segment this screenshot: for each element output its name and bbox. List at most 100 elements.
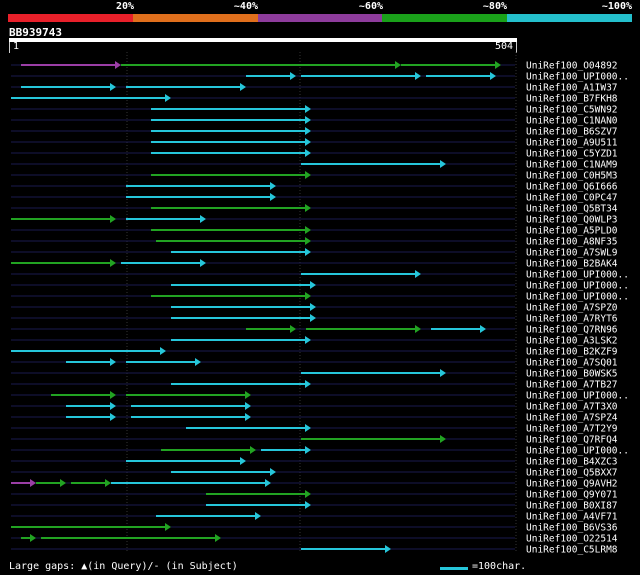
hit-row[interactable]: UniRef100_B7FKH8 — [11, 94, 618, 105]
hit-row[interactable]: UniRef100_A7TB27 — [11, 380, 618, 391]
hit-label[interactable]: UniRef100_UPI000.. — [526, 446, 629, 457]
hit-label[interactable]: UniRef100_B0XI87 — [526, 501, 618, 512]
hit-arrow — [30, 534, 36, 542]
hit-row[interactable]: UniRef100_B2KZF9 — [11, 347, 618, 358]
hit-arrow — [30, 479, 36, 487]
hit-label[interactable]: UniRef100_A8NF35 — [526, 237, 618, 248]
hit-label[interactable]: UniRef100_B7FKH8 — [526, 94, 618, 105]
hit-label[interactable]: UniRef100_A1IW37 — [526, 83, 618, 94]
hit-row[interactable]: UniRef100_C5LRM8 — [11, 545, 618, 556]
hit-label[interactable]: UniRef100_Q0WLP3 — [526, 215, 618, 226]
hit-label[interactable]: UniRef100_UPI000.. — [526, 270, 629, 281]
hit-label[interactable]: UniRef100_A7SPZ0 — [526, 303, 618, 314]
hit-label[interactable]: UniRef100_Q7RFQ4 — [526, 435, 618, 446]
hit-row[interactable]: UniRef100_C0H5M3 — [11, 171, 618, 182]
hit-row[interactable]: UniRef100_Q0WLP3 — [11, 215, 618, 226]
hit-row[interactable]: UniRef100_UPI000.. — [11, 270, 629, 281]
hit-label[interactable]: UniRef100_B2BAK4 — [526, 259, 618, 270]
hit-row[interactable]: UniRef100_B0WSK5 — [11, 369, 618, 380]
query-bar — [9, 38, 517, 42]
hit-label[interactable]: UniRef100_UPI000.. — [526, 281, 629, 292]
hit-row[interactable]: UniRef100_A7T3X0 — [11, 402, 618, 413]
hit-label[interactable]: UniRef100_UPI000.. — [526, 292, 629, 303]
hit-row[interactable]: UniRef100_A4VF71 — [11, 512, 618, 523]
hit-row[interactable]: UniRef100_C0PC47 — [11, 193, 618, 204]
hit-row[interactable]: UniRef100_O04892 — [11, 61, 618, 72]
hit-label[interactable]: UniRef100_A5PLD0 — [526, 226, 618, 237]
hit-label[interactable]: UniRef100_C1NAM9 — [526, 160, 618, 171]
hit-label[interactable]: UniRef100_C0H5M3 — [526, 171, 618, 182]
hit-row[interactable]: UniRef100_C1NAN0 — [11, 116, 618, 127]
hit-label[interactable]: UniRef100_Q5BT34 — [526, 204, 618, 215]
hit-label[interactable]: UniRef100_A7TB27 — [526, 380, 618, 391]
hit-label[interactable]: UniRef100_A4VF71 — [526, 512, 618, 523]
hit-label[interactable]: UniRef100_A3LSK2 — [526, 336, 618, 347]
hit-row[interactable]: UniRef100_UPI000.. — [11, 292, 629, 303]
hit-row[interactable]: UniRef100_Q5BT34 — [11, 204, 618, 215]
hit-row[interactable]: UniRef100_UPI000.. — [11, 281, 629, 292]
hit-label[interactable]: UniRef100_B4XZC3 — [526, 457, 618, 468]
hit-label[interactable]: UniRef100_A7RYT6 — [526, 314, 618, 325]
hit-row[interactable]: UniRef100_UPI000.. — [11, 391, 629, 402]
hit-arrow — [290, 325, 296, 333]
hit-label[interactable]: UniRef100_B0WSK5 — [526, 369, 618, 380]
hit-label[interactable]: UniRef100_O22514 — [526, 534, 618, 545]
hit-row[interactable]: UniRef100_A7SPZ0 — [11, 303, 618, 314]
hit-row[interactable]: UniRef100_B2BAK4 — [11, 259, 618, 270]
hit-row[interactable]: UniRef100_A7SWL9 — [11, 248, 618, 259]
hit-label[interactable]: UniRef100_C5LRM8 — [526, 545, 618, 556]
hit-row[interactable]: UniRef100_O22514 — [11, 534, 618, 545]
hit-row[interactable]: UniRef100_Q9AVH2 — [11, 479, 618, 490]
hit-arrow — [310, 314, 316, 322]
hit-label[interactable]: UniRef100_B2KZF9 — [526, 347, 618, 358]
hit-label[interactable]: UniRef100_C1NAN0 — [526, 116, 618, 127]
hit-label[interactable]: UniRef100_Q9Y071 — [526, 490, 618, 501]
hit-row[interactable]: UniRef100_A8NF35 — [11, 237, 618, 248]
hit-label[interactable]: UniRef100_C0PC47 — [526, 193, 618, 204]
hit-row[interactable]: UniRef100_Q5BXX7 — [11, 468, 618, 479]
hit-row[interactable]: UniRef100_B4XZC3 — [11, 457, 618, 468]
legend-color-bar — [8, 14, 632, 22]
hit-row[interactable]: UniRef100_A9U511 — [11, 138, 618, 149]
hit-row[interactable]: UniRef100_A1IW37 — [11, 83, 618, 94]
hit-label[interactable]: UniRef100_Q5BXX7 — [526, 468, 618, 479]
hit-arrow — [305, 380, 311, 388]
hit-row[interactable]: UniRef100_A7T2Y9 — [11, 424, 618, 435]
hit-row[interactable]: UniRef100_C1NAM9 — [11, 160, 618, 171]
hit-label[interactable]: UniRef100_A7SQ01 — [526, 358, 618, 369]
hit-label[interactable]: UniRef100_Q6I666 — [526, 182, 618, 193]
hit-arrow — [240, 83, 246, 91]
hit-row[interactable]: UniRef100_Q6I666 — [11, 182, 618, 193]
hit-label[interactable]: UniRef100_O04892 — [526, 61, 618, 72]
hit-label[interactable]: UniRef100_UPI000.. — [526, 391, 629, 402]
hit-row[interactable]: UniRef100_A5PLD0 — [11, 226, 618, 237]
hit-row[interactable]: UniRef100_A7SQ01 — [11, 358, 618, 369]
hit-label[interactable]: UniRef100_B6SZV7 — [526, 127, 618, 138]
hit-row[interactable]: UniRef100_Q7RFQ4 — [11, 435, 618, 446]
hit-label[interactable]: UniRef100_A7SWL9 — [526, 248, 618, 259]
hit-row[interactable]: UniRef100_B6SZV7 — [11, 127, 618, 138]
hit-label[interactable]: UniRef100_Q7RN96 — [526, 325, 618, 336]
hit-row[interactable]: UniRef100_A3LSK2 — [11, 336, 618, 347]
hit-row[interactable]: UniRef100_Q9Y071 — [11, 490, 618, 501]
hit-label[interactable]: UniRef100_B6VS36 — [526, 523, 618, 534]
hit-row[interactable]: UniRef100_UPI000.. — [11, 446, 629, 457]
hit-row[interactable]: UniRef100_UPI000.. — [11, 72, 629, 83]
hit-row[interactable]: UniRef100_A7RYT6 — [11, 314, 618, 325]
hit-row[interactable]: UniRef100_C5YZD1 — [11, 149, 618, 160]
hit-row[interactable]: UniRef100_Q7RN96 — [11, 325, 618, 336]
hit-row[interactable]: UniRef100_B0XI87 — [11, 501, 618, 512]
hit-label[interactable]: UniRef100_A7SPZ4 — [526, 413, 618, 424]
hit-label[interactable]: UniRef100_C5YZD1 — [526, 149, 618, 160]
hit-label[interactable]: UniRef100_C5WN92 — [526, 105, 618, 116]
hit-row[interactable]: UniRef100_A7SPZ4 — [11, 413, 618, 424]
hit-label[interactable]: UniRef100_A7T3X0 — [526, 402, 618, 413]
hit-label[interactable]: UniRef100_A9U511 — [526, 138, 618, 149]
hit-arrow — [305, 149, 311, 157]
hit-row[interactable]: UniRef100_B6VS36 — [11, 523, 618, 534]
hit-row[interactable]: UniRef100_C5WN92 — [11, 105, 618, 116]
hit-arrow — [495, 61, 501, 69]
hit-label[interactable]: UniRef100_A7T2Y9 — [526, 424, 618, 435]
hit-label[interactable]: UniRef100_UPI000.. — [526, 72, 629, 83]
hit-label[interactable]: UniRef100_Q9AVH2 — [526, 479, 618, 490]
